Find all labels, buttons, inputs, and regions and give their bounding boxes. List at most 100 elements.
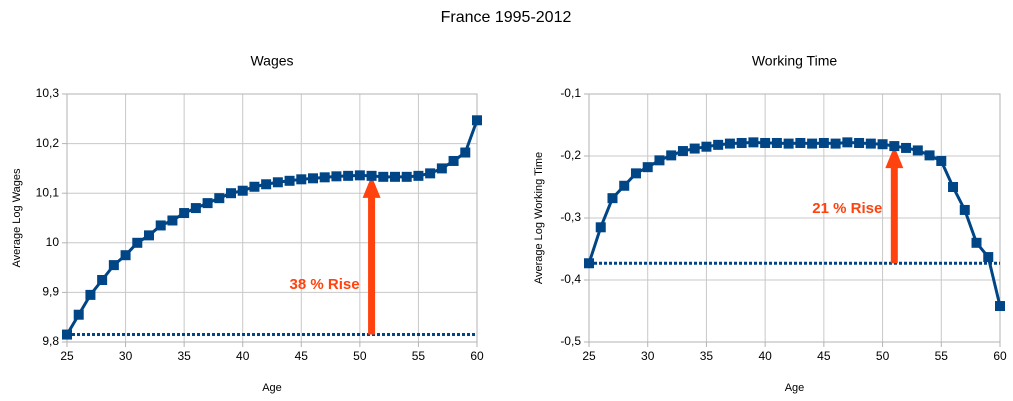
data-point xyxy=(308,173,318,184)
annotation: 21 % Rise xyxy=(812,200,882,217)
data-point xyxy=(343,170,354,181)
data-point xyxy=(666,150,677,161)
data-point xyxy=(654,155,665,166)
data-point xyxy=(995,301,1005,312)
data-point xyxy=(319,172,330,183)
data-point xyxy=(73,309,84,320)
x-tick-label: 55 xyxy=(412,349,426,363)
y-tick-label: 10 xyxy=(46,235,60,249)
y-tick-label: -0,5 xyxy=(560,334,581,348)
data-point xyxy=(983,252,994,263)
data-point xyxy=(296,174,307,185)
data-point xyxy=(795,137,806,148)
data-point xyxy=(97,275,108,285)
data-point xyxy=(877,139,888,150)
y-tick-label: 9,9 xyxy=(42,285,59,299)
y-tick-label: -0,4 xyxy=(560,272,581,286)
data-point xyxy=(807,138,818,149)
x-axis-label: Age xyxy=(785,382,805,394)
x-tick-label: 60 xyxy=(993,349,1007,363)
y-tick-label: 10,1 xyxy=(36,185,60,199)
data-point xyxy=(948,182,959,192)
x-tick-label: 60 xyxy=(470,349,484,363)
y-tick-label: 10,3 xyxy=(36,86,60,100)
x-tick-label: 25 xyxy=(60,349,74,363)
y-axis-label: Average Log Working Time xyxy=(533,152,545,284)
data-point xyxy=(460,147,471,158)
data-point xyxy=(584,258,594,269)
data-point xyxy=(413,170,424,181)
data-point xyxy=(202,198,213,209)
data-point xyxy=(936,155,947,166)
x-tick-label: 25 xyxy=(582,349,596,363)
data-point xyxy=(783,138,794,149)
x-tick-label: 30 xyxy=(119,349,133,363)
y-tick-label: -0,2 xyxy=(560,148,581,162)
y-tick-label: -0,1 xyxy=(560,86,581,100)
y-tick-label: -0,3 xyxy=(560,210,581,224)
y-axis-label: Average Log Wages xyxy=(11,168,23,268)
data-point xyxy=(771,137,782,148)
x-tick-label: 50 xyxy=(353,349,367,363)
data-point xyxy=(889,141,900,152)
data-point xyxy=(713,139,724,150)
x-tick-label: 35 xyxy=(177,349,191,363)
arrow-head xyxy=(885,146,904,169)
data-point xyxy=(85,289,96,300)
x-tick-label: 55 xyxy=(935,349,949,363)
data-point xyxy=(108,260,119,271)
data-point xyxy=(272,177,283,188)
data-point xyxy=(167,215,178,226)
data-point xyxy=(677,146,688,157)
data-point xyxy=(284,175,295,186)
data-point xyxy=(472,115,482,126)
data-point xyxy=(448,155,459,166)
data-point xyxy=(760,137,771,148)
y-tick-label: 9,8 xyxy=(42,334,59,348)
data-point xyxy=(607,193,618,204)
data-point xyxy=(642,162,653,173)
x-tick-label: 45 xyxy=(295,349,309,363)
data-point xyxy=(924,150,935,161)
data-point xyxy=(366,170,377,181)
data-point xyxy=(214,193,225,204)
chart-title: Working Time xyxy=(752,53,838,69)
series-line xyxy=(65,119,479,336)
data-point xyxy=(736,137,747,148)
x-axis-label: Age xyxy=(262,382,282,394)
data-point xyxy=(436,163,447,174)
data-point xyxy=(190,203,201,214)
data-point xyxy=(237,185,248,196)
x-tick-label: 45 xyxy=(817,349,831,363)
x-tick-label: 40 xyxy=(236,349,250,363)
data-point xyxy=(689,143,700,154)
data-point xyxy=(261,179,272,190)
data-point xyxy=(144,230,154,241)
page-title: France 1995-2012 xyxy=(441,9,572,26)
data-point xyxy=(619,180,630,191)
data-point xyxy=(120,250,131,261)
data-point xyxy=(132,237,143,248)
data-point xyxy=(62,329,72,340)
data-point xyxy=(865,138,876,149)
data-point xyxy=(354,170,365,181)
data-point xyxy=(901,142,912,153)
data-point xyxy=(854,137,865,148)
data-point xyxy=(226,188,236,199)
plot-frame xyxy=(588,93,1001,343)
x-tick-label: 40 xyxy=(758,349,772,363)
annotation: 38 % Rise xyxy=(290,276,360,293)
data-point xyxy=(959,204,970,215)
y-tick-label: 10,2 xyxy=(36,136,60,150)
data-point xyxy=(331,171,342,182)
data-point xyxy=(249,181,260,192)
x-tick-label: 50 xyxy=(876,349,890,363)
data-point xyxy=(842,137,853,148)
data-point xyxy=(830,138,841,149)
data-point xyxy=(748,137,759,148)
plot-frame xyxy=(66,93,478,343)
data-point xyxy=(378,171,389,182)
data-point xyxy=(912,145,923,156)
arrow-head xyxy=(362,175,381,198)
